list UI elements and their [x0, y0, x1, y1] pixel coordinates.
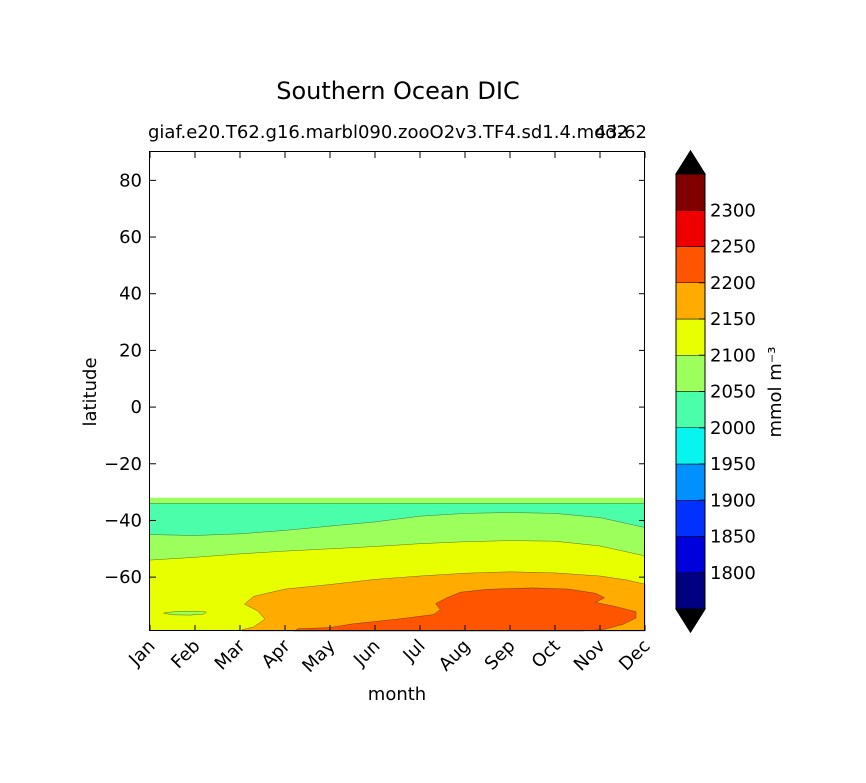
colorbar-segment — [675, 500, 706, 537]
x-tick-label: Sep — [481, 636, 520, 675]
contour-line-band-2000 — [149, 512, 646, 536]
contour-band-2000 — [150, 503, 645, 536]
x-tick-label: Jan — [124, 636, 159, 671]
colorbar-tick-label: 2150 — [710, 309, 756, 330]
plot-frame — [149, 151, 645, 631]
x-tick-label: Nov — [570, 635, 610, 675]
colorbar-tick-label: 2200 — [710, 273, 756, 294]
contour-patch-2200 — [294, 587, 636, 631]
x-tick-label: Jun — [349, 636, 384, 671]
x-tick-label: Dec — [615, 636, 654, 675]
colorbar-tick-label: 2300 — [710, 200, 756, 221]
y-tick-label: 80 — [119, 170, 142, 191]
colorbar-segment — [675, 391, 706, 428]
x-axis-label: month — [368, 684, 426, 705]
plot-area: 80 60 40 20 0 −20 −40 −60 Jan Feb Mar Apr May Jun Jul… — [104, 151, 655, 677]
colorbar-extend-top — [675, 150, 706, 175]
chart-subtitle-left: giaf.e20.T62.g16.marbl090.zooO2v3.TF4.sd… — [148, 122, 628, 143]
colorbar-segment — [675, 427, 706, 465]
x-tick-label: Apr — [258, 635, 295, 672]
contour-line-band-2050-south — [149, 540, 646, 561]
chart-title: Southern Ocean DIC — [276, 77, 520, 105]
x-tick-label: Aug — [435, 636, 475, 676]
colorbar-tick-label: 2250 — [710, 237, 756, 258]
contour-line-patch-2200 — [293, 587, 637, 632]
contour-band-2050-south — [150, 512, 645, 561]
colorbar-tick-label: 2100 — [710, 345, 756, 366]
colorbar-label: mmol m⁻³ — [765, 346, 786, 437]
colorbar-segment — [675, 572, 706, 610]
y-tick-label: 60 — [119, 227, 142, 248]
colorbar-outline — [675, 150, 706, 633]
colorbar-tick-label: 1800 — [710, 563, 756, 584]
colorbar-segment — [675, 173, 706, 211]
x-tick-label: May — [298, 635, 339, 676]
contour-lines — [149, 503, 646, 632]
chart-subtitle-right: 43-62 — [595, 122, 647, 143]
colorbar-tick-label: 2050 — [710, 382, 756, 403]
x-tick-label: Oct — [528, 636, 565, 673]
y-tick-label: 0 — [131, 397, 142, 418]
colorbar-segment — [675, 463, 706, 501]
y-tick-label: 20 — [119, 340, 142, 361]
x-tick-label: Jul — [399, 636, 430, 667]
colorbar-segment — [675, 536, 706, 573]
colorbar-tick-label: 1850 — [710, 527, 756, 548]
colorbar-tick-label: 2000 — [710, 418, 756, 439]
contour-fills — [150, 497, 646, 631]
x-tick-label: Feb — [167, 636, 204, 673]
contour-patch-2050-feb — [163, 611, 207, 616]
y-axis-label: latitude — [80, 357, 101, 426]
y-axis: 80 60 40 20 0 −20 −40 −60 — [104, 170, 645, 588]
contour-line-patch-2050-feb — [163, 610, 207, 616]
x-tick-label: Mar — [211, 635, 250, 674]
colorbar-segment — [675, 282, 706, 320]
y-tick-label: −40 — [104, 510, 142, 531]
y-tick-label: −20 — [104, 454, 142, 475]
y-tick-label: 40 — [119, 284, 142, 305]
colorbar-tick-label: 1900 — [710, 490, 756, 511]
colorbar-segment — [675, 318, 706, 356]
colorbar-tick-label: 1950 — [710, 454, 756, 475]
colorbar-extend-bottom — [675, 608, 706, 633]
colorbar: 1800 1850 1900 1950 2000 2050 2100 2150 2200 2250… — [675, 150, 756, 633]
colorbar-segment — [675, 210, 706, 247]
colorbar-segment — [675, 355, 706, 392]
colorbar-segment — [675, 246, 706, 283]
contour-band-2050-north — [150, 497, 645, 504]
y-tick-label: −60 — [104, 567, 142, 588]
